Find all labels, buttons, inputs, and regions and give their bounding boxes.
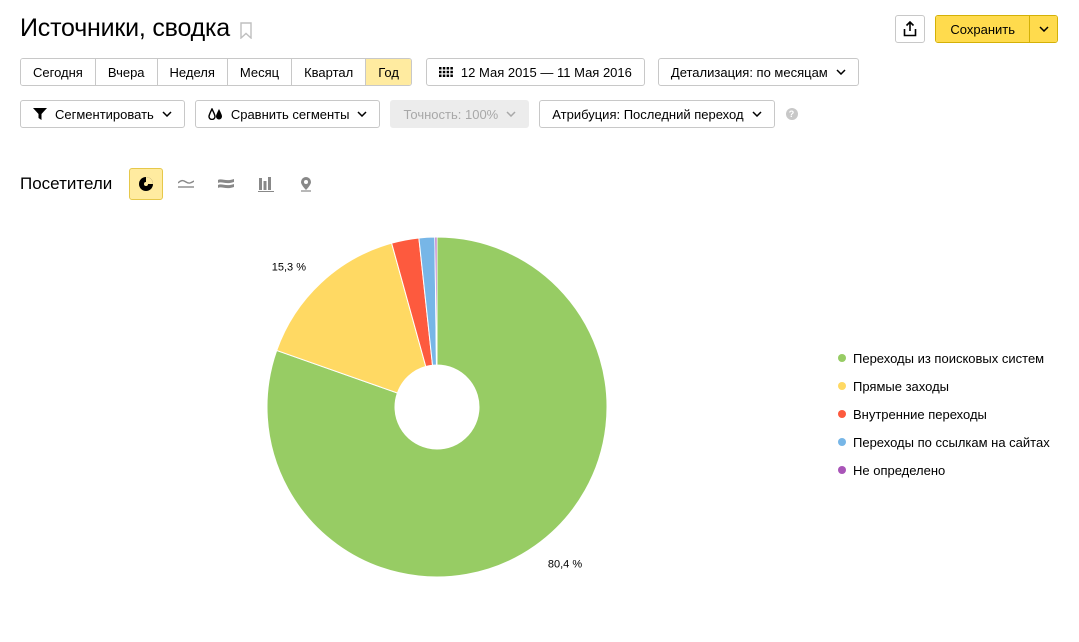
pie-icon — [139, 177, 154, 191]
period-toolbar: Сегодня Вчера Неделя Месяц Квартал Год 12 Мая… — [20, 58, 859, 86]
metric-bar: Посетители — [20, 168, 329, 200]
pie-data-label: 80,4 % — [548, 559, 582, 571]
compare-icon — [208, 108, 223, 120]
pie-slice[interactable] — [434, 236, 438, 366]
attribution-label: Атрибуция: Последний переход — [552, 106, 744, 122]
legend-swatch — [838, 410, 846, 418]
chevron-down-icon — [836, 69, 846, 75]
compare-label: Сравнить сегменты — [230, 106, 350, 122]
view-pie-button[interactable] — [129, 168, 164, 200]
detail-dropdown[interactable]: Детализация: по месяцам — [657, 58, 859, 86]
period-option[interactable]: Квартал — [292, 59, 367, 85]
filters-toolbar: Сегментировать Сравнить сегменты Точност… — [20, 100, 798, 128]
segment-label: Сегментировать — [55, 106, 154, 122]
legend-swatch — [838, 466, 846, 474]
legend-swatch — [838, 382, 846, 390]
legend-label: Прямые заходы — [853, 378, 950, 394]
share-button[interactable] — [895, 15, 926, 43]
save-button[interactable]: Сохранить — [936, 16, 1029, 42]
attribution-dropdown[interactable]: Атрибуция: Последний переход — [539, 100, 775, 128]
view-bar-button[interactable] — [249, 168, 283, 200]
save-button-group: Сохранить — [935, 15, 1058, 43]
detail-label: Детализация: по месяцам — [670, 64, 828, 80]
view-map-button[interactable] — [289, 168, 323, 200]
period-option[interactable]: Год — [366, 59, 411, 85]
save-options-button[interactable] — [1029, 16, 1057, 42]
view-line-button[interactable] — [169, 168, 203, 200]
period-option[interactable]: Месяц — [227, 59, 293, 85]
pie-chart: 80,4 % 15,3 % — [266, 236, 608, 578]
legend-label: Переходы из поисковых систем — [853, 350, 1045, 366]
date-range-label: 12 Мая 2015 — 11 Мая 2016 — [460, 64, 632, 80]
legend-label: Внутренние переходы — [853, 406, 987, 422]
legend-item[interactable]: Переходы по ссылкам на сайтах — [838, 428, 1050, 456]
metric-label: Посетители — [20, 174, 113, 193]
segment-button[interactable]: Сегментировать — [20, 100, 185, 128]
legend-item[interactable]: Переходы из поисковых систем — [838, 344, 1050, 372]
header-actions: Сохранить — [895, 15, 1058, 43]
period-option[interactable]: Неделя — [157, 59, 228, 85]
legend-item[interactable]: Внутренние переходы — [838, 400, 1050, 428]
bar-icon — [258, 177, 275, 192]
pie-data-label: 15,3 % — [272, 262, 306, 274]
accuracy-dropdown: Точность: 100% — [390, 100, 530, 128]
date-range-button[interactable]: 12 Мая 2015 — 11 Мая 2016 — [425, 58, 645, 86]
pie-slice[interactable] — [266, 236, 608, 578]
filter-icon — [33, 108, 47, 120]
help-icon[interactable]: ? — [785, 108, 798, 120]
bookmark-icon[interactable] — [240, 22, 252, 39]
legend-swatch — [838, 354, 846, 362]
legend-label: Переходы по ссылкам на сайтах — [853, 434, 1050, 450]
legend-item[interactable]: Не определено — [838, 456, 1050, 484]
accuracy-label: Точность: 100% — [403, 106, 499, 122]
chevron-down-icon — [357, 111, 368, 117]
area-icon — [218, 179, 235, 189]
chevron-down-icon — [162, 111, 172, 117]
chevron-down-icon — [1038, 26, 1049, 32]
view-area-button[interactable] — [209, 168, 243, 200]
period-option[interactable]: Сегодня — [21, 59, 96, 85]
period-selector: Сегодня Вчера Неделя Месяц Квартал Год — [20, 58, 412, 86]
page-title-text: Источники, сводка — [20, 14, 231, 42]
map-icon — [301, 177, 312, 192]
period-option[interactable]: Вчера — [95, 59, 158, 85]
calendar-icon — [438, 67, 453, 77]
pie-slice[interactable] — [276, 242, 427, 394]
chevron-down-icon — [752, 111, 762, 117]
chevron-down-icon — [506, 111, 516, 117]
share-icon — [904, 21, 917, 37]
legend-swatch — [838, 438, 846, 446]
legend-label: Не определено — [853, 462, 946, 478]
legend-item[interactable]: Прямые заходы — [838, 372, 1050, 400]
page-title: Источники, сводка — [20, 14, 252, 43]
line-icon — [178, 179, 195, 188]
chart-legend: Переходы из поисковых систем Прямые заход… — [838, 344, 1050, 484]
compare-segments-button[interactable]: Сравнить сегменты — [194, 100, 381, 128]
